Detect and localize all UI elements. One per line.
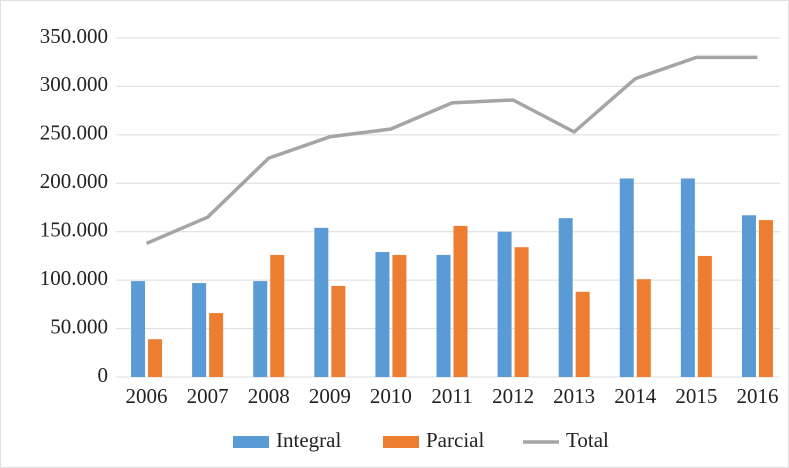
bar [375, 252, 390, 377]
bar [497, 231, 512, 377]
x-tick-label: 2015 [675, 384, 717, 408]
y-tick-label: 50.000 [50, 314, 108, 338]
legend-swatch [383, 436, 419, 448]
y-tick-label: 200.000 [40, 169, 108, 193]
line-series [145, 55, 758, 245]
bar [192, 283, 207, 377]
x-tick-label: 2006 [126, 384, 168, 408]
bar [331, 285, 346, 377]
bar [558, 218, 573, 377]
bar [392, 254, 407, 377]
bar [741, 215, 756, 377]
y-tick-label: 100.000 [40, 266, 108, 290]
bar [575, 291, 590, 377]
x-tick-label: 2012 [492, 384, 534, 408]
y-tick-label: 300.000 [40, 72, 108, 96]
bar [148, 339, 163, 377]
legend-label: Parcial [426, 428, 484, 452]
x-tick-label: 2016 [736, 384, 778, 408]
bar [270, 254, 285, 377]
bar [436, 254, 451, 377]
x-tick-label: 2014 [614, 384, 657, 408]
y-tick-label: 0 [98, 363, 109, 387]
bar [514, 247, 529, 377]
y-tick-label: 250.000 [40, 121, 108, 145]
legend-swatch [233, 436, 269, 448]
y-tick-label: 150.000 [40, 218, 108, 242]
bar [253, 281, 268, 377]
bar [636, 279, 651, 377]
x-tick-label: 2009 [309, 384, 351, 408]
y-tick-label: 350.000 [40, 24, 108, 48]
x-tick-label: 2013 [553, 384, 595, 408]
bar [680, 178, 695, 377]
bar [131, 281, 146, 377]
bar [619, 178, 634, 377]
x-tick-label: 2007 [187, 384, 229, 408]
bar [209, 313, 224, 377]
legend-label: Total [566, 428, 609, 452]
x-tick-label: 2011 [431, 384, 472, 408]
legend-label: Integral [276, 428, 341, 452]
bar [314, 227, 329, 377]
bar [453, 225, 468, 377]
x-tick-label: 2010 [370, 384, 412, 408]
bar [758, 220, 773, 377]
x-tick-label: 2008 [248, 384, 290, 408]
bar [697, 255, 712, 377]
